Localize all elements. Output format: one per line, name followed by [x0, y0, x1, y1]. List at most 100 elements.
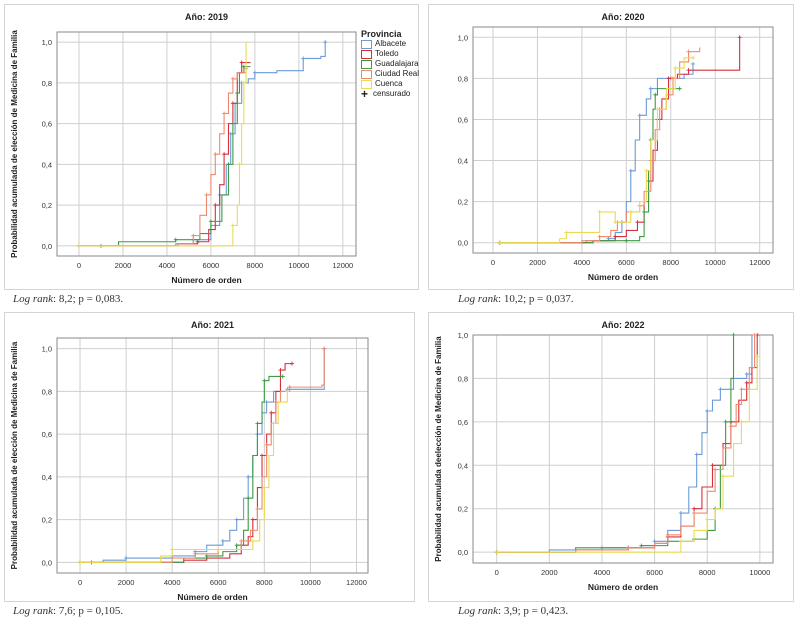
- x-axis-label: Número de orden: [588, 582, 658, 592]
- legend-title: Provincia: [361, 29, 402, 39]
- censor-mark: [250, 517, 255, 522]
- series-line-ciudad-real: [80, 348, 325, 563]
- censor-mark: [230, 101, 235, 106]
- censor-mark: [237, 162, 242, 167]
- series-line-ciudad-real: [78, 68, 247, 247]
- series-line-toledo: [80, 363, 292, 563]
- censor-mark: [278, 368, 283, 373]
- censor-mark: [191, 233, 196, 238]
- chart-title: Año: 2020: [601, 12, 644, 22]
- censor-mark: [613, 220, 618, 225]
- caption-value: : 8,2; p = 0,083.: [53, 293, 124, 305]
- x-axis-label: Número de orden: [177, 592, 247, 601]
- caption-value: : 10,2; p = 0,037.: [498, 293, 574, 305]
- censor-mark: [204, 192, 209, 197]
- legend-swatch: [361, 60, 372, 69]
- plot-frame: [472, 26, 774, 254]
- caption-value: : 7,6; p = 0,105.: [53, 605, 124, 617]
- legend-swatch: [361, 70, 372, 79]
- censor-mark: [653, 92, 658, 97]
- censor-mark: [264, 442, 269, 447]
- y-tick-label: 0,8: [42, 79, 52, 88]
- censor-mark: [739, 419, 744, 424]
- censor-mark: [626, 545, 631, 550]
- series-line-cuenca: [78, 42, 247, 247]
- x-tick-label: 4000: [164, 578, 181, 587]
- caption-value: : 3,9; p = 0,423.: [498, 605, 569, 617]
- y-tick-label: 0,4: [458, 157, 468, 166]
- censor-mark: [710, 463, 715, 468]
- y-tick-label: 0,4: [42, 160, 52, 169]
- censor-mark: [239, 60, 244, 65]
- censor-mark: [666, 76, 671, 81]
- censor-mark: [613, 234, 618, 239]
- y-tick-label: 0,6: [458, 115, 468, 124]
- censor-mark: [648, 86, 653, 91]
- censor-mark: [287, 385, 292, 390]
- censor-mark: [744, 372, 749, 377]
- censor-mark: [755, 354, 760, 359]
- x-tick-label: 6000: [618, 258, 635, 267]
- censor-mark: [289, 361, 294, 366]
- censor-mark: [76, 243, 81, 248]
- legend-item-albacete: Albacete: [361, 39, 423, 49]
- censor-mark: [718, 387, 723, 392]
- censor-mark: [728, 424, 733, 429]
- censor-mark: [628, 209, 633, 214]
- censor-mark: [713, 467, 718, 472]
- y-tick-label: 0,0: [42, 558, 52, 567]
- series-line-albacete: [499, 63, 694, 244]
- series-line-toledo: [496, 335, 758, 553]
- caption-stat: Log rank: [13, 293, 54, 305]
- legend-label: censurado: [373, 89, 411, 98]
- x-axis-label: Número de orden: [171, 275, 241, 285]
- y-tick-label: 1,0: [42, 38, 52, 47]
- censor-mark: [173, 237, 178, 242]
- censor-mark: [673, 66, 678, 71]
- x-tick-label: 10000: [705, 258, 726, 267]
- x-tick-label: 10000: [288, 261, 309, 270]
- y-tick-label: 0,8: [458, 374, 468, 383]
- censor-mark: [255, 506, 260, 511]
- x-tick-label: 4000: [159, 261, 176, 270]
- censor-mark: [269, 410, 274, 415]
- x-tick-label: 0: [491, 258, 495, 267]
- y-tick-label: 0,6: [42, 120, 52, 129]
- censor-mark: [234, 543, 239, 548]
- censor-mark: [737, 35, 742, 40]
- caption-2020: Log rank: 10,2; p = 0,037.: [458, 293, 574, 305]
- censor-mark: [752, 333, 757, 337]
- censor-mark: [204, 553, 209, 558]
- legend-label: Albacete: [375, 39, 407, 48]
- x-axis-label: Número de orden: [588, 272, 658, 282]
- censor-mark: [635, 220, 640, 225]
- censored-cross-icon: +: [361, 87, 369, 101]
- censor-mark: [705, 409, 710, 413]
- y-tick-label: 0,6: [42, 430, 52, 439]
- x-tick-label: 0: [78, 578, 82, 587]
- censor-mark: [78, 560, 83, 565]
- censor-mark: [678, 539, 683, 544]
- series-line-cuenca: [80, 391, 288, 563]
- censor-mark: [280, 374, 285, 379]
- x-tick-label: 0: [77, 261, 81, 270]
- plot-frame: [56, 337, 369, 574]
- caption-2019: Log rank: 8,2; p = 0,083.: [13, 293, 123, 305]
- legend-label: Guadalajara: [375, 59, 419, 68]
- censor-mark: [195, 239, 200, 244]
- censor-mark: [705, 517, 710, 522]
- x-tick-label: 4000: [574, 258, 591, 267]
- censor-mark: [193, 551, 198, 556]
- censor-mark: [597, 209, 602, 214]
- y-axis-label: Probabilidad acumulada de elección de Me…: [10, 30, 19, 258]
- x-tick-label: 0: [495, 568, 499, 577]
- legend-item-toledo: Toledo: [361, 49, 423, 59]
- censor-mark: [721, 474, 725, 479]
- legend-swatch: [361, 50, 372, 59]
- y-tick-label: 0,2: [458, 198, 468, 207]
- y-tick-label: 0,2: [42, 516, 52, 525]
- legend-item-ciudad-real: Ciudad Real: [361, 69, 423, 79]
- caption-2022: Log rank: 3,9; p = 0,423.: [458, 605, 568, 617]
- series-line-ciudad-real: [499, 47, 701, 244]
- censor-mark: [124, 556, 129, 561]
